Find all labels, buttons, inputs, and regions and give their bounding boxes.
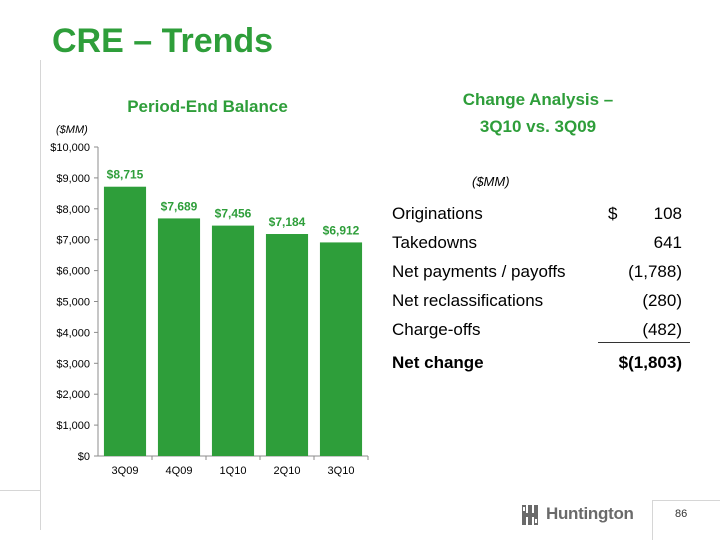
chart-unit-note: ($MM) xyxy=(56,124,88,136)
table-total-row: Net change $(1,803) xyxy=(392,349,690,378)
change-unit-note: ($MM) xyxy=(472,174,510,189)
y-tick-label: $5,000 xyxy=(56,297,90,309)
bar xyxy=(319,242,363,456)
row-value: (482) xyxy=(642,320,682,339)
divider-vertical xyxy=(40,60,41,530)
bar-value-label: $8,715 xyxy=(107,168,144,182)
row-value: 108 xyxy=(653,204,682,223)
row-value: (1,788) xyxy=(628,262,682,281)
footer-divider-vertical xyxy=(652,500,653,540)
row-label: Takedowns xyxy=(392,233,478,252)
divider-horizontal xyxy=(0,490,40,491)
x-tick-label: 2Q10 xyxy=(274,465,301,477)
y-tick-label: $2,000 xyxy=(56,389,90,401)
y-tick-label: $4,000 xyxy=(56,327,90,339)
x-tick-label: 3Q10 xyxy=(328,465,355,477)
bar-value-label: $7,184 xyxy=(269,215,306,229)
table-row: Net reclassifications (280) xyxy=(392,287,690,316)
y-tick-label: $8,000 xyxy=(56,204,90,216)
y-tick-label: $7,000 xyxy=(56,235,90,247)
change-analysis-table: Originations $ 108 Takedowns 641 Net pay… xyxy=(392,200,690,378)
row-label: Net reclassifications xyxy=(392,291,544,310)
bar xyxy=(265,234,309,456)
y-tick-label: $9,000 xyxy=(56,173,90,185)
row-value: 641 xyxy=(653,233,682,252)
y-tick-label: $0 xyxy=(78,451,90,463)
table-row: Net payments / payoffs (1,788) xyxy=(392,258,690,287)
x-tick-label: 4Q09 xyxy=(166,465,193,477)
change-analysis-title-line1: Change Analysis – xyxy=(462,90,614,109)
bar-value-label: $7,456 xyxy=(215,207,252,221)
y-tick-label: $3,000 xyxy=(56,358,90,370)
bar xyxy=(103,186,147,457)
footer-divider-horizontal xyxy=(652,500,720,501)
row-value: (280) xyxy=(642,291,682,310)
page-number: 86 xyxy=(675,508,688,520)
row-label: Net payments / payoffs xyxy=(392,262,566,281)
x-tick-label: 3Q09 xyxy=(112,465,139,477)
table-row: Takedowns 641 xyxy=(392,229,690,258)
x-tick-label: 1Q10 xyxy=(220,465,247,477)
row-currency: $ xyxy=(608,204,618,223)
bar xyxy=(157,218,201,456)
total-rule xyxy=(598,342,690,343)
change-analysis-title: Change Analysis – 3Q10 vs. 3Q09 xyxy=(440,86,636,140)
y-tick-label: $1,000 xyxy=(56,420,90,432)
change-analysis-title-line2: 3Q10 vs. 3Q09 xyxy=(479,117,597,136)
total-label: Net change xyxy=(392,353,484,372)
row-label: Originations xyxy=(392,204,483,223)
row-label: Charge-offs xyxy=(392,320,481,339)
bar xyxy=(211,225,255,456)
y-tick-label: $10,000 xyxy=(50,142,90,154)
chart-title: Period-End Balance xyxy=(127,97,288,116)
logo-text: Huntington xyxy=(546,504,634,523)
y-tick-label: $6,000 xyxy=(56,266,90,278)
slide-title: CRE – Trends xyxy=(52,22,274,60)
bar-value-label: $6,912 xyxy=(323,223,360,237)
table-row: Originations $ 108 xyxy=(392,200,690,229)
table-row: Charge-offs (482) xyxy=(392,316,690,345)
total-value: $(1,803) xyxy=(618,353,682,372)
huntington-logo-icon xyxy=(522,505,538,525)
bar-value-label: $7,689 xyxy=(161,199,198,213)
